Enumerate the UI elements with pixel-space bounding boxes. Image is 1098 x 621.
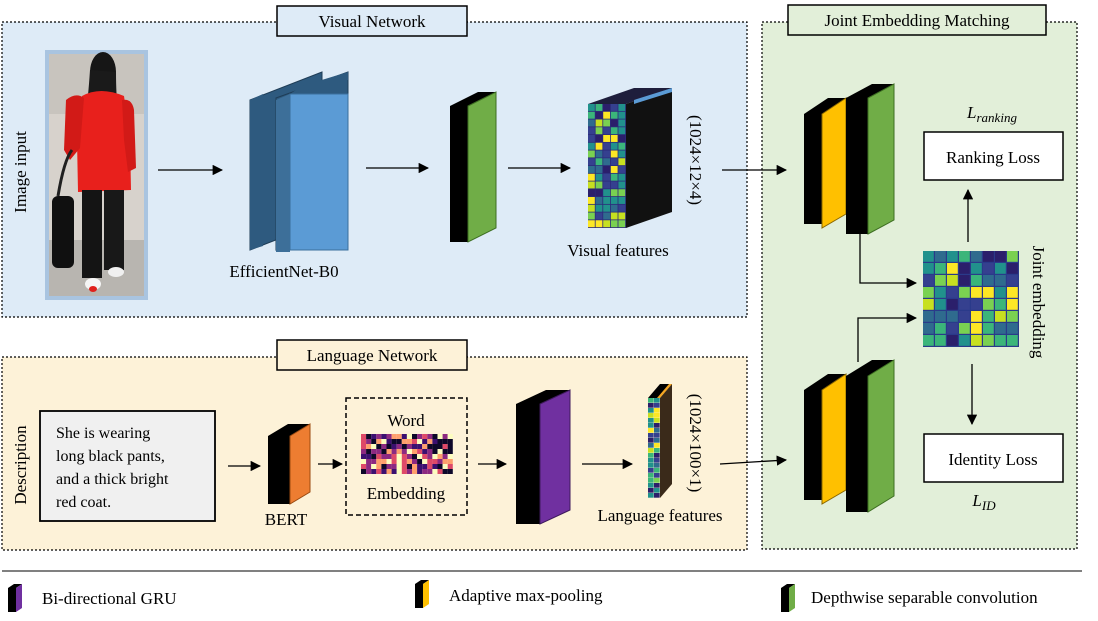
description-box (39, 410, 216, 522)
joint-embedding-label: Joint embedding (1029, 246, 1048, 359)
visual-network-title-box (276, 5, 468, 37)
visual-features-heatmap (588, 104, 626, 228)
word-embedding-heatmap (361, 434, 453, 474)
description-line-4: red coat. (56, 494, 111, 511)
visual-features-dim: (1024×12×4) (686, 115, 705, 205)
joint-lower-pool-block (804, 373, 847, 505)
legend-pool-icon (415, 580, 429, 608)
legend-conv-label: Depthwise separable convolution (811, 588, 1038, 607)
joint-embedding-title: Joint Embedding Matching (824, 11, 1010, 30)
identity-loss-symbol: LID (971, 491, 996, 513)
language-features-dim: (1024×100×1) (686, 394, 705, 493)
description-label: Description (11, 425, 30, 505)
description-line-1: She is wearing (56, 425, 150, 442)
language-features-label: Language features (597, 506, 722, 525)
identity-loss-box (923, 433, 1064, 483)
joint-embedding-title-box (787, 4, 1047, 36)
identity-loss-label: Identity Loss (948, 450, 1037, 469)
joint-upper-pool-block (804, 97, 847, 229)
legend-conv-icon (781, 584, 795, 612)
joint-upper-conv-block (846, 83, 895, 235)
ranking-loss-box (923, 131, 1064, 181)
word-embedding-box (345, 397, 468, 516)
word-embedding-label-top: Word (387, 411, 425, 430)
visual-features-cube (588, 88, 672, 228)
language-network-title: Language Network (307, 346, 438, 365)
bert-block (268, 423, 311, 505)
description-line-2: long black pants, (56, 448, 165, 465)
word-embedding-label-bottom: Embedding (367, 484, 446, 503)
legend-gru-icon (8, 584, 22, 612)
person-image (45, 50, 148, 300)
efficientnet-block (249, 71, 349, 252)
gru-block (516, 389, 571, 525)
joint-lower-conv-block (846, 359, 895, 513)
visual-conv-block (450, 91, 497, 243)
visual-features-label: Visual features (567, 241, 668, 260)
legend-pool-label: Adaptive max-pooling (449, 586, 603, 605)
visual-network-title: Visual Network (318, 12, 426, 31)
description-line-3: and a thick bright (56, 471, 169, 488)
image-input-label: Image input (11, 131, 30, 213)
language-features-bar (648, 384, 672, 498)
language-network-title-box (276, 339, 468, 371)
arrow-lower-to-joint (857, 312, 918, 362)
ranking-loss-symbol: Lranking (966, 103, 1017, 125)
ranking-loss-label: Ranking Loss (946, 148, 1040, 167)
joint-embedding-heatmap (923, 251, 1018, 346)
arrow-language-to-joint (719, 455, 788, 466)
legend-gru-label: Bi-directional GRU (42, 589, 177, 608)
bert-label: BERT (265, 510, 308, 529)
efficientnet-label: EfficientNet-B0 (229, 262, 338, 281)
arrow-upper-to-joint (859, 234, 918, 289)
